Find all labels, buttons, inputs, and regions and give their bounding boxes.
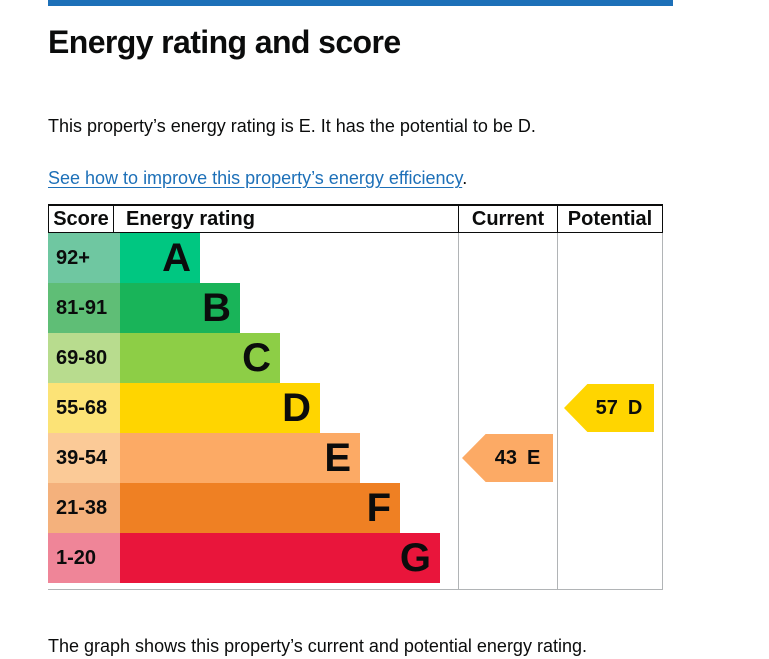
current-column-header: Current bbox=[458, 206, 557, 232]
energy-rating-column-header: Energy rating bbox=[126, 207, 255, 230]
band-letter: C bbox=[242, 336, 271, 380]
band-score-cell: 21-38 bbox=[48, 483, 120, 533]
current-column-divider bbox=[458, 233, 459, 590]
band-score-cell: 81-91 bbox=[48, 283, 120, 333]
band-score-cell: 55-68 bbox=[48, 383, 120, 433]
graph-description-text: The graph shows this property’s current … bbox=[48, 636, 587, 656]
chart-right-border bbox=[662, 233, 663, 590]
potential-score: 57 bbox=[595, 396, 618, 419]
band-letter: A bbox=[162, 236, 191, 280]
improve-link-line: See how to improve this property’s energ… bbox=[48, 168, 467, 189]
band-bar: E bbox=[120, 433, 360, 483]
band-letter: F bbox=[366, 486, 391, 530]
section-accent-bar bbox=[48, 0, 673, 6]
band-score-range: 39-54 bbox=[56, 447, 108, 469]
improve-efficiency-link[interactable]: See how to improve this property’s energ… bbox=[48, 168, 463, 188]
band-row-e: 39-54 E bbox=[48, 433, 663, 483]
score-column-header: Score bbox=[49, 206, 114, 232]
band-score-range: 1-20 bbox=[56, 547, 97, 569]
band-score-range: 55-68 bbox=[56, 397, 108, 419]
potential-column-divider bbox=[557, 233, 558, 590]
current-band: E bbox=[526, 446, 541, 469]
band-letter: D bbox=[282, 386, 311, 430]
band-score-range: 69-80 bbox=[56, 347, 108, 369]
band-bar: C bbox=[120, 333, 280, 383]
band-row-g: 1-20 G bbox=[48, 533, 663, 583]
band-score-cell: 69-80 bbox=[48, 333, 120, 383]
band-bar: A bbox=[120, 233, 200, 283]
band-score-cell: 1-20 bbox=[48, 533, 120, 583]
band-score-range: 81-91 bbox=[56, 297, 108, 319]
band-bar: B bbox=[120, 283, 240, 333]
band-bar: F bbox=[120, 483, 400, 533]
band-bar: D bbox=[120, 383, 320, 433]
chart-bottom-border bbox=[48, 589, 663, 590]
link-period: . bbox=[462, 168, 468, 188]
band-score-cell: 92+ bbox=[48, 233, 120, 283]
page-title: Energy rating and score bbox=[48, 24, 401, 60]
current-score: 43 bbox=[494, 446, 517, 469]
band-row-b: 81-91 B bbox=[48, 283, 663, 333]
rating-summary-text: This property’s energy rating is E. It h… bbox=[48, 116, 536, 136]
potential-band: D bbox=[627, 396, 643, 419]
band-bar: G bbox=[120, 533, 440, 583]
band-row-c: 69-80 C bbox=[48, 333, 663, 383]
potential-column-header: Potential bbox=[557, 206, 662, 232]
band-letter: E bbox=[324, 436, 351, 480]
band-row-d: 55-68 D bbox=[48, 383, 663, 433]
band-row-a: 92+ A bbox=[48, 233, 663, 283]
chart-header-row: Score Energy rating Current Potential bbox=[48, 204, 663, 233]
band-score-range: 21-38 bbox=[56, 497, 108, 519]
band-letter: B bbox=[202, 286, 231, 330]
energy-rating-chart: Score Energy rating Current Potential 92… bbox=[48, 204, 663, 590]
band-score-cell: 39-54 bbox=[48, 433, 120, 483]
band-row-f: 21-38 F bbox=[48, 483, 663, 533]
band-score-range: 92+ bbox=[56, 247, 90, 269]
band-letter: G bbox=[399, 536, 431, 580]
